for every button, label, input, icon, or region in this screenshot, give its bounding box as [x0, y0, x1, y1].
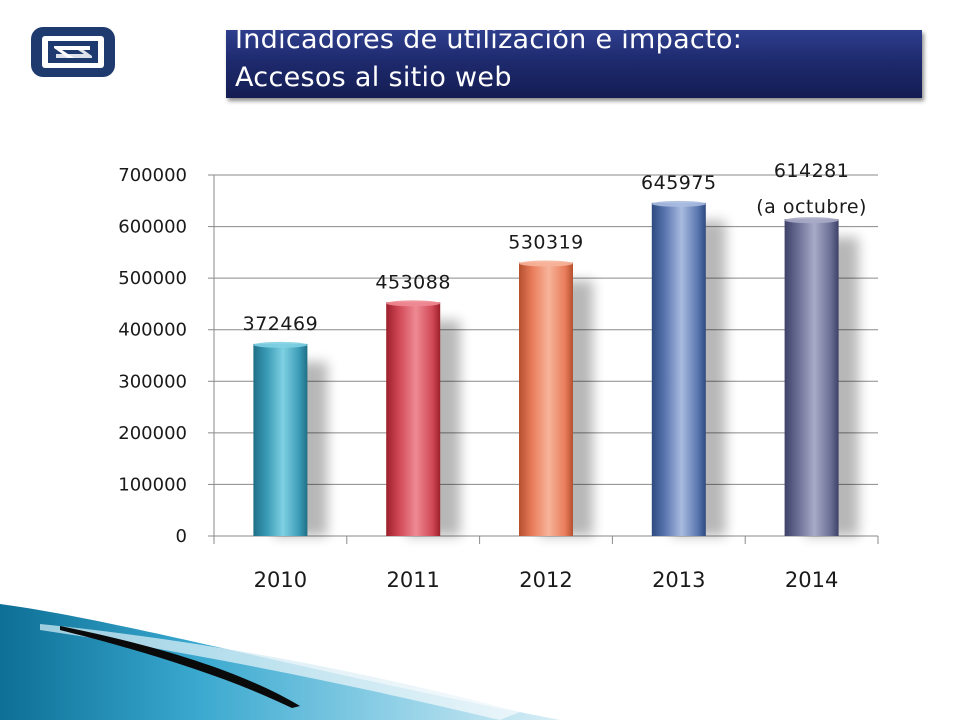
- bar-2011: [386, 302, 441, 536]
- footer-decoration: [0, 604, 560, 720]
- bar-2014: [784, 219, 839, 536]
- bar-2010: [253, 343, 308, 536]
- title-banner: Indicadores de utilización e impacto: Ac…: [226, 30, 922, 98]
- bar-cap: [386, 300, 441, 307]
- bar-cap: [784, 217, 839, 224]
- data-label: 645975: [641, 172, 717, 194]
- data-annotation: (a octubre): [756, 196, 867, 218]
- bar-cap: [651, 200, 706, 207]
- page-subtitle: Accesos al sitio web: [235, 62, 512, 93]
- x-tick-label: 2013: [652, 568, 705, 592]
- x-tick-label: 2010: [254, 568, 307, 592]
- data-label: 453088: [375, 271, 451, 293]
- y-tick-label: 100000: [118, 474, 187, 495]
- data-label: 372469: [243, 313, 319, 335]
- y-tick-label: 500000: [118, 268, 187, 289]
- y-tick-label: 400000: [118, 320, 187, 341]
- bar-cap: [253, 341, 308, 348]
- x-tick-label: 2014: [785, 568, 838, 592]
- x-tick-label: 2012: [519, 568, 572, 592]
- logo-icon: [31, 27, 115, 77]
- bar-cap: [519, 260, 573, 267]
- y-tick-label: 600000: [118, 217, 187, 238]
- y-tick-label: 200000: [118, 423, 187, 444]
- y-tick-label: 0: [176, 526, 187, 547]
- data-label: 530319: [508, 232, 584, 254]
- data-label: 614281: [774, 160, 850, 182]
- bar-2013: [651, 202, 706, 537]
- x-tick-label: 2011: [386, 568, 439, 592]
- y-tick-label: 700000: [118, 165, 187, 186]
- y-tick-label: 300000: [118, 371, 187, 392]
- bar-2012: [519, 262, 573, 536]
- page-title: Indicadores de utilización e impacto:: [235, 30, 743, 55]
